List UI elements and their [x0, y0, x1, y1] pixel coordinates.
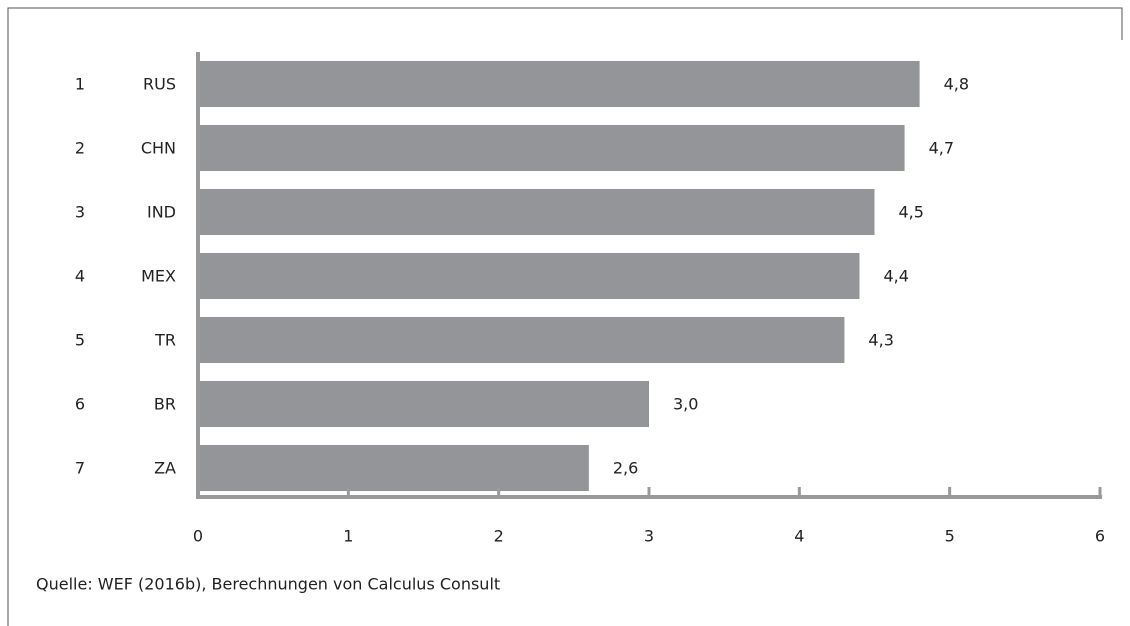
x-tick-label: 0	[193, 527, 203, 546]
bar	[198, 61, 920, 107]
y-tick-label: IND	[147, 203, 176, 222]
y-tick-label: BR	[154, 395, 176, 414]
value-label: 3,0	[673, 395, 698, 414]
x-tick-label: 1	[343, 527, 353, 546]
x-tick-label: 6	[1095, 527, 1105, 546]
bar	[198, 125, 905, 171]
rank-label: 2	[75, 139, 85, 158]
value-label: 4,4	[883, 267, 908, 286]
rank-label: 1	[75, 75, 85, 94]
bar	[198, 253, 860, 299]
y-tick-label: CHN	[141, 139, 176, 158]
rank-label: 6	[75, 395, 85, 414]
x-tick-label: 5	[945, 527, 955, 546]
source-note: Quelle: WEF (2016b), Berechnungen von Ca…	[36, 575, 500, 594]
value-label: 4,7	[929, 139, 954, 158]
x-tick-label: 3	[644, 527, 654, 546]
value-label: 4,3	[868, 331, 893, 350]
rank-label: 7	[75, 459, 85, 478]
x-tick-label: 2	[494, 527, 504, 546]
x-tick-label: 4	[794, 527, 804, 546]
bar	[198, 445, 589, 491]
bar	[198, 381, 649, 427]
bar	[198, 189, 875, 235]
rank-label: 4	[75, 267, 85, 286]
rank-label: 5	[75, 331, 85, 350]
y-tick-label: MEX	[141, 267, 176, 286]
y-tick-label: TR	[154, 331, 176, 350]
y-tick-label: ZA	[154, 459, 176, 478]
value-label: 4,5	[899, 203, 924, 222]
bar	[198, 317, 845, 363]
rank-label: 3	[75, 203, 85, 222]
value-label: 4,8	[944, 75, 969, 94]
value-label: 2,6	[613, 459, 638, 478]
frame	[7, 7, 1123, 626]
y-tick-label: RUS	[143, 75, 176, 94]
